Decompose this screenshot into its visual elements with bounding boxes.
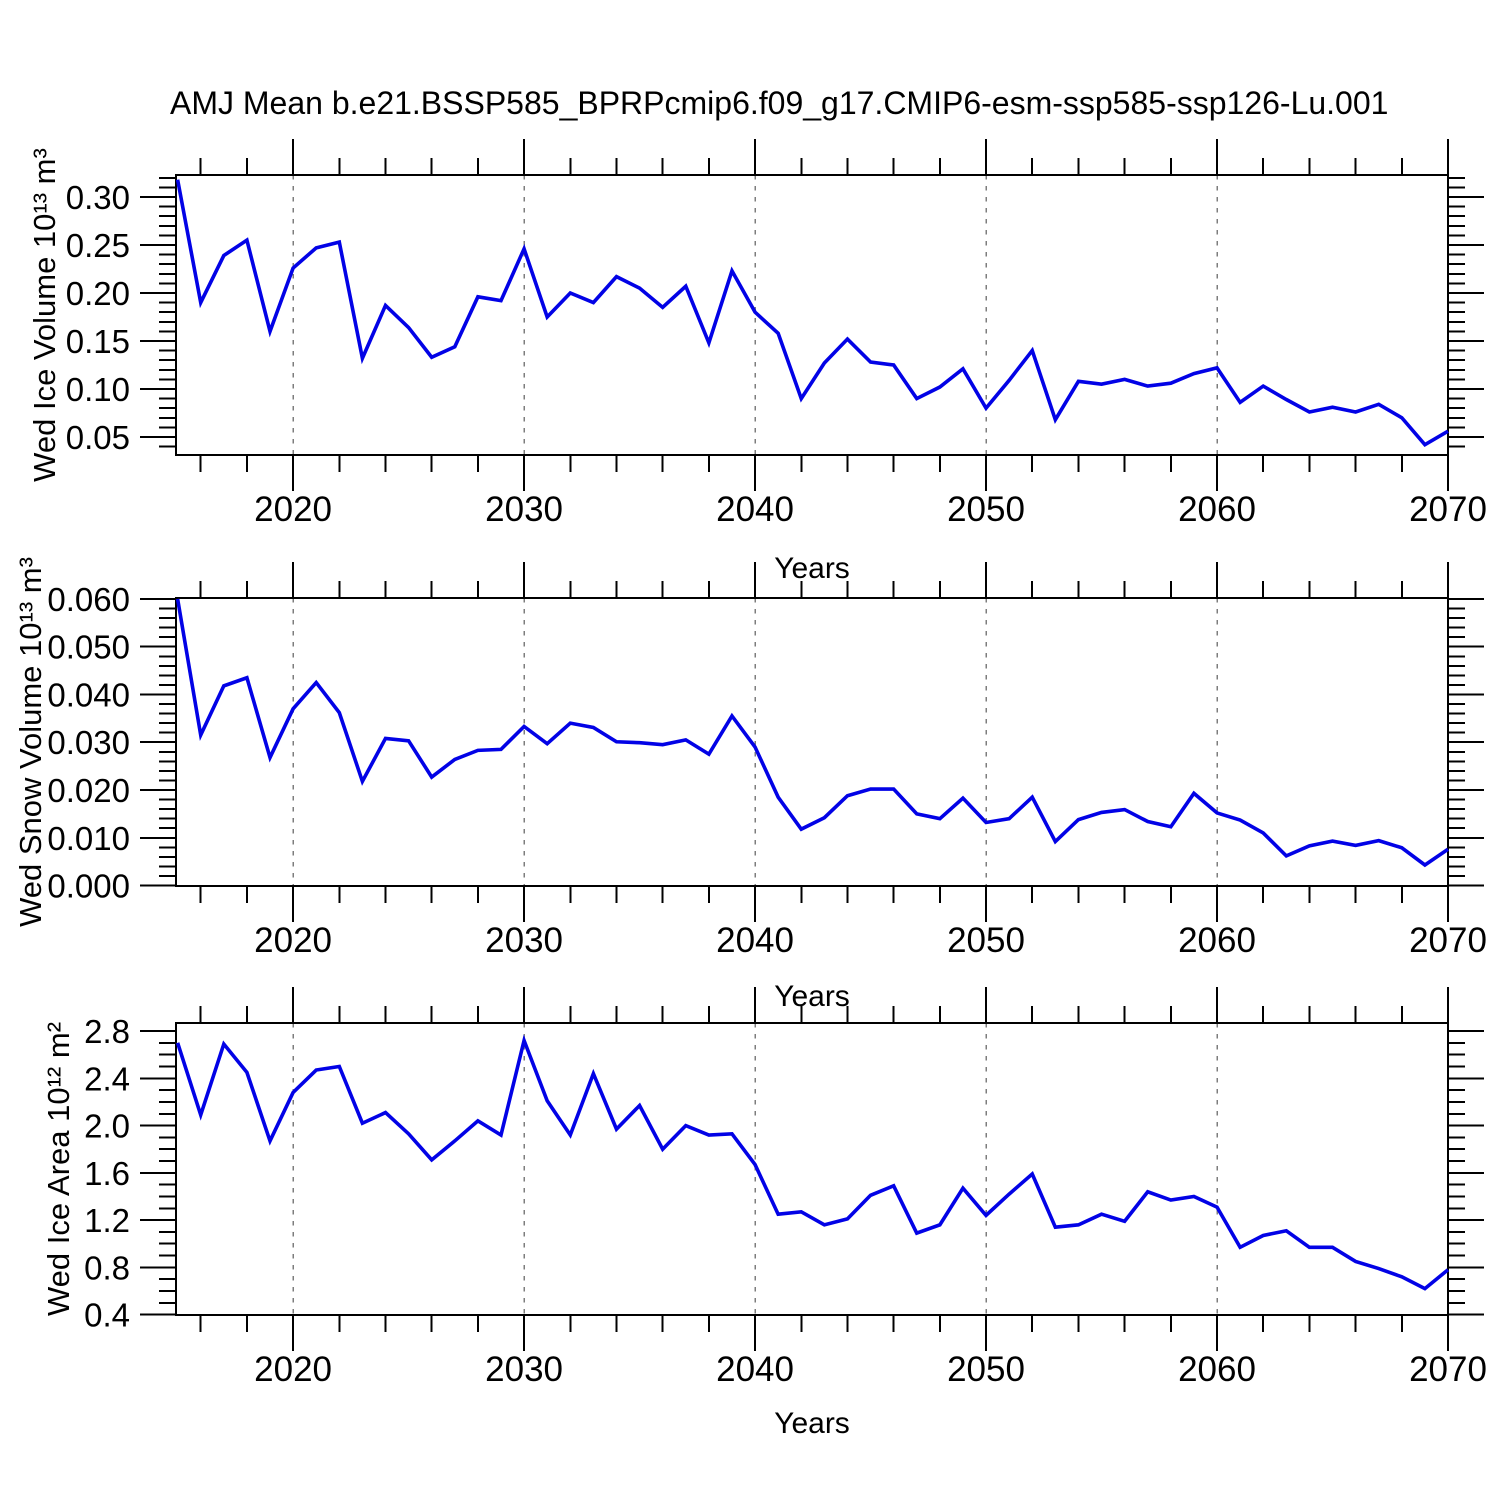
x-tick-label: 2060 [1178,490,1256,529]
panel3-y-axis-label: Wed Ice Area 10¹² m² [41,1021,76,1317]
y-tick-label: 0.20 [66,275,130,312]
y-tick-label: 0.000 [47,868,130,905]
x-tick-label: 2040 [716,921,794,960]
y-tick-label: 0.010 [47,820,130,857]
x-tick-label: 2060 [1178,921,1256,960]
x-tick-label: 2040 [716,1350,794,1389]
x-tick-label: 2060 [1178,1350,1256,1389]
y-tick-label: 0.10 [66,371,130,408]
y-tick-label: 0.040 [47,676,130,713]
x-tick-label: 2070 [1409,1350,1487,1389]
y-tick-label: 2.8 [84,1013,130,1050]
y-tick-label: 0.30 [66,179,130,216]
x-tick-label: 2020 [254,921,332,960]
axis-frame [175,1022,1449,1316]
data-line-series [175,179,1449,447]
x-tick-label: 2050 [947,490,1025,529]
y-tick-label: 0.4 [84,1297,130,1334]
x-tick-label: 2020 [254,490,332,529]
data-line-series [175,1034,1450,1291]
y-tick-label: 0.060 [47,581,130,618]
chart-title: AMJ Mean b.e21.BSSP585_BPRPcmip6.f09_g17… [170,85,1389,121]
axis-frame [175,174,1449,456]
x-tick-label: 2020 [254,1350,332,1389]
x-tick-label: 2030 [485,921,563,960]
x-tick-label: 2030 [485,1350,563,1389]
panel3-x-axis-label: Years [774,1407,850,1440]
panel1-x-axis-label: Years [774,552,850,585]
panel2-x-axis-label: Years [774,980,850,1013]
y-tick-label: 0.050 [47,629,130,666]
y-tick-label: 0.020 [47,772,130,809]
y-tick-label: 2.4 [84,1060,130,1097]
panel2-y-axis-label: Wed Snow Volume 10¹³ m³ [13,557,48,927]
x-tick-label: 2070 [1409,921,1487,960]
x-tick-label: 2070 [1409,490,1487,529]
x-tick-label: 2050 [947,1350,1025,1389]
y-tick-label: 1.2 [84,1202,130,1239]
y-tick-label: 0.05 [66,419,130,456]
axis-frame [175,597,1449,887]
x-tick-label: 2040 [716,490,794,529]
panel1-y-axis-label: Wed Ice Volume 10¹³ m³ [27,148,62,482]
data-line-series [175,598,1450,868]
y-tick-label: 0.25 [66,227,130,264]
x-tick-label: 2030 [485,490,563,529]
y-tick-label: 0.030 [47,724,130,761]
y-tick-label: 2.0 [84,1108,130,1145]
y-tick-label: 0.15 [66,323,130,360]
y-tick-label: 0.8 [84,1249,130,1286]
y-tick-label: 1.6 [84,1155,130,1192]
x-tick-label: 2050 [947,921,1025,960]
